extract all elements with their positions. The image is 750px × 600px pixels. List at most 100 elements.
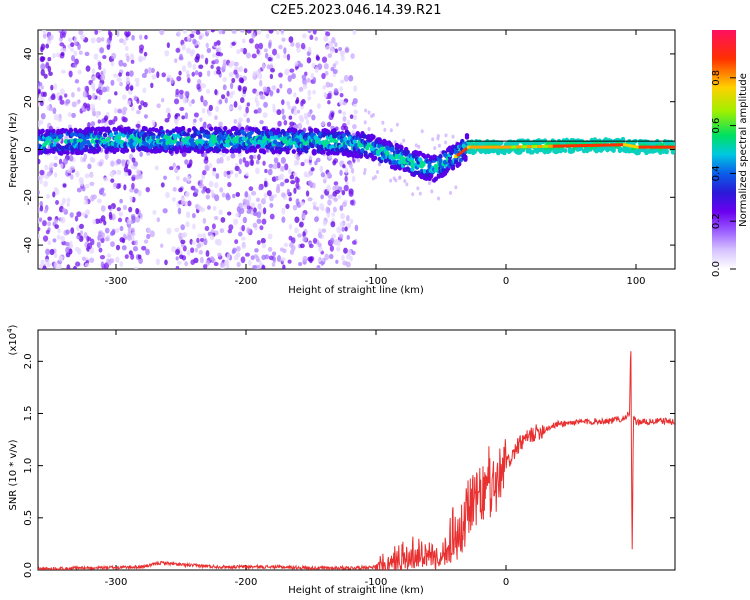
snr-frame <box>37 329 676 571</box>
spectrogram-noise-cell <box>249 154 254 160</box>
spectrogram-noise-cell <box>75 261 81 267</box>
spectrogram-noise-cell <box>135 207 140 215</box>
spectrogram-noise-cell <box>295 96 300 104</box>
spectrogram-noise-cell <box>180 239 186 245</box>
spectrogram-noise-cell <box>296 155 300 161</box>
spectrogram-noise-cell <box>89 257 95 263</box>
spectrogram-noise-cell <box>53 252 58 259</box>
spectrogram-noise-cell <box>325 206 330 214</box>
spectrogram-noise-cell <box>328 42 334 50</box>
spectrogram-noise-cell <box>295 42 301 49</box>
spectrogram-noise-cell <box>213 41 218 47</box>
spectrogram-noise-cell <box>90 121 96 127</box>
spectrogram-noise-cell <box>224 97 228 104</box>
spectrogram-noise-cell <box>165 191 170 199</box>
spectrogram-noise-cell <box>139 34 143 40</box>
spectrogram-noise-cell <box>134 240 138 246</box>
spectrogram-noise-cell <box>280 157 286 164</box>
spectrogram-noise-cell <box>208 162 213 169</box>
spectrogram-core-cell <box>480 145 484 149</box>
colorbar-tick-label: 0.4 <box>711 165 722 181</box>
spectrogram-noise-cell <box>208 180 214 188</box>
spectrogram-noise-cell <box>267 56 272 62</box>
spectrogram-noise-cell <box>107 30 112 37</box>
spectrogram-noise-cell <box>198 64 204 70</box>
spectrogram-noise-cell <box>222 63 227 69</box>
spectrogram-noise-cell <box>125 75 130 81</box>
spectrogram-noise-cell <box>144 34 148 40</box>
spectrogram-noise-cell <box>276 109 282 116</box>
spectrogram-noise-cell <box>283 47 287 55</box>
spectrogram-band-cell <box>450 165 456 171</box>
snr-series-line <box>38 351 675 570</box>
spectrogram-noise-cell <box>334 184 339 190</box>
spectrogram-noise-cell <box>74 246 80 252</box>
spectrogram-noise-cell <box>411 192 415 197</box>
spectrogram-noise-cell <box>264 52 269 59</box>
spectrogram-noise-cell <box>202 233 206 238</box>
spectrogram-noise-cell <box>121 116 126 123</box>
spectrogram-noise-cell <box>174 227 180 233</box>
spectrogram-noise-cell <box>48 106 54 112</box>
spectrogram-noise-cell <box>91 82 96 89</box>
spectrogram-noise-cell <box>218 209 223 216</box>
spectrogram-noise-cell <box>184 261 189 267</box>
spectrogram-noise-cell <box>246 102 251 107</box>
spectrogram-x-tick-label: 0 <box>503 276 509 287</box>
spectrogram-noise-cell <box>38 175 41 181</box>
spectrogram-noise-cell <box>130 227 135 233</box>
spectrogram-noise-cell <box>236 67 241 72</box>
spectrogram-noise-cell <box>292 172 298 177</box>
spectrogram-noise-cell <box>214 115 218 121</box>
spectrogram-noise-cell <box>146 151 151 156</box>
spectrogram-noise-cell <box>198 71 203 78</box>
spectrogram-noise-cell <box>89 156 94 163</box>
spectrogram-noise-cell <box>248 259 252 266</box>
spectrogram-noise-cell <box>178 187 183 193</box>
spectrogram-noise-cell <box>334 60 339 65</box>
spectrogram-noise-cell <box>301 74 307 80</box>
spectrogram-noise-cell <box>225 192 230 199</box>
spectrogram-noise-cell <box>323 93 328 98</box>
spectrogram-noise-cell <box>215 105 220 113</box>
spectrogram-band-cell <box>106 136 111 142</box>
spectrogram-noise-cell <box>307 46 312 53</box>
spectrogram-noise-cell <box>135 216 141 223</box>
spectrogram-noise-cell <box>242 216 248 224</box>
spectrogram-noise-cell <box>119 198 123 204</box>
spectrogram-band-cell <box>377 137 382 143</box>
spectrogram-noise-cell <box>350 167 355 174</box>
spectrogram-band-cell <box>79 150 84 156</box>
spectrogram-noise-cell <box>69 173 74 180</box>
spectrogram-noise-cell <box>100 73 106 81</box>
spectrogram-noise-cell <box>124 172 129 177</box>
spectrogram-noise-cell <box>164 50 170 57</box>
spectrogram-noise-cell <box>115 244 121 251</box>
spectrogram-noise-cell <box>38 206 41 213</box>
spectrogram-band-cell <box>472 149 477 155</box>
spectrogram-noise-cell <box>250 202 255 209</box>
spectrogram-noise-cell <box>281 108 285 115</box>
spectrogram-noise-cell <box>166 77 171 82</box>
spectrogram-noise-cell <box>320 121 326 127</box>
spectrogram-band-cell <box>174 149 180 155</box>
spectrogram-noise-cell <box>111 228 116 235</box>
spectrogram-noise-cell <box>185 70 190 75</box>
spectrogram-noise-cell <box>160 97 165 103</box>
spectrogram-noise-cell <box>282 54 288 59</box>
spectrogram-noise-cell <box>262 112 268 119</box>
spectrogram-noise-cell <box>84 173 90 179</box>
spectrogram-noise-cell <box>279 83 283 89</box>
spectrogram-noise-cell <box>302 236 307 243</box>
spectrogram-noise-cell <box>206 70 211 77</box>
spectrogram-core-cell <box>495 145 499 149</box>
spectrogram-noise-cell <box>91 68 96 74</box>
spectrogram-noise-cell <box>280 30 285 36</box>
spectrogram-noise-cell <box>289 121 295 127</box>
spectrogram-noise-cell <box>196 78 202 85</box>
spectrogram-noise-cell <box>219 187 224 193</box>
spectrogram-noise-cell <box>38 97 41 102</box>
spectrogram-noise-cell <box>83 200 89 205</box>
spectrogram-noise-cell <box>159 30 165 36</box>
spectrogram-noise-cell <box>284 68 290 76</box>
